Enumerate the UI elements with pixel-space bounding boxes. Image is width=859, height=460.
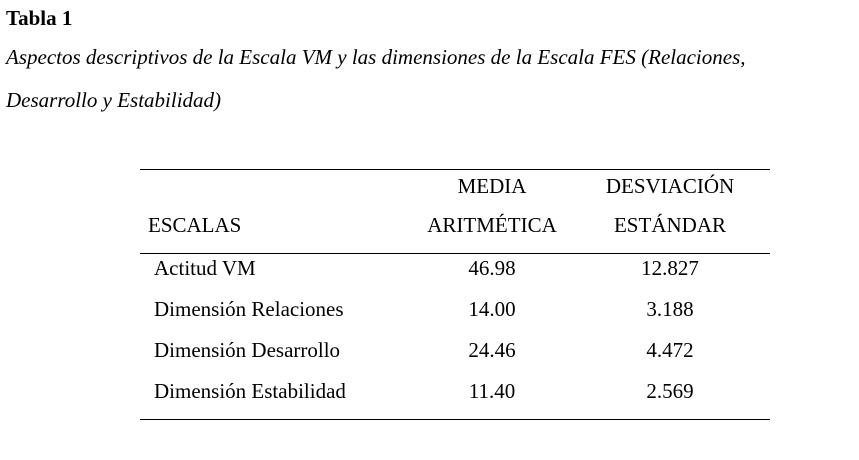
table-cell: Actitud VM — [154, 256, 256, 280]
rule — [140, 169, 770, 170]
table-cell: 14.00 — [468, 297, 516, 321]
table-cell: 12.827 — [641, 256, 699, 280]
table-cell: Dimensión Relaciones — [154, 297, 344, 321]
column-header: DESVIACIÓN — [605, 174, 735, 198]
rule — [140, 253, 770, 254]
table-cell: 11.40 — [468, 379, 516, 403]
table-cell: Dimensión Desarrollo — [154, 338, 341, 362]
column-header: ESCALAS — [148, 213, 242, 237]
rule — [140, 419, 770, 420]
column-header: MEDIA — [457, 174, 527, 198]
table-cell: 2.569 — [646, 379, 694, 403]
table-cell: Dimensión Estabilidad — [154, 379, 346, 403]
table-title: Desarrollo y Estabilidad) — [6, 88, 222, 112]
column-header: ARITMÉTICA — [427, 213, 557, 237]
table-cell: 24.46 — [468, 338, 516, 362]
table-cell: 46.98 — [468, 256, 516, 280]
column-header: ESTÁNDAR — [613, 213, 726, 237]
table-label: Tabla 1 — [6, 6, 73, 30]
table-title: Aspectos descriptivos de la Escala VM y … — [6, 45, 746, 69]
table-cell: 3.188 — [646, 297, 694, 321]
table-cell: 4.472 — [646, 338, 694, 362]
